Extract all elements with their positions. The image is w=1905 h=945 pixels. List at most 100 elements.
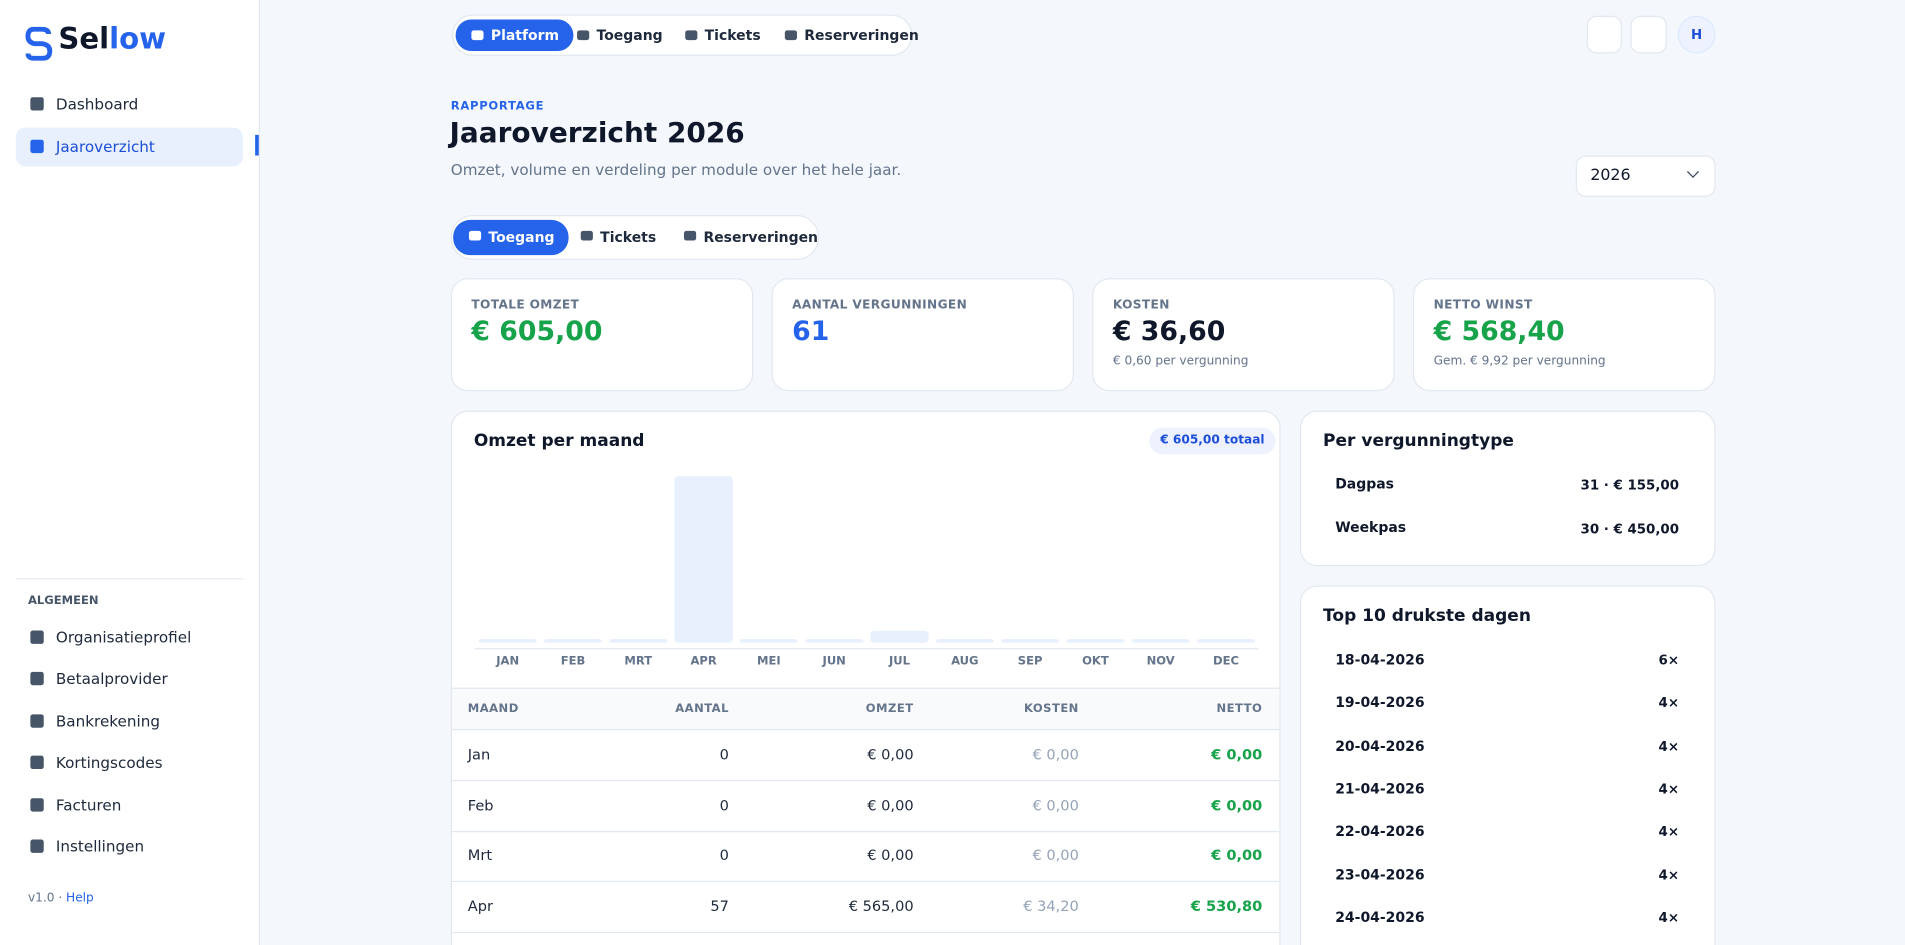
bar-chart: JAN FEB MRT APR MEI JUN JUL AUG SEP OKT NOV DEC <box>475 476 1259 668</box>
types-card: Per vergunningtype Dagpas 31 · € 155,00 We… <box>1299 410 1716 567</box>
kpi-card: TOTALE OMZET € 605,00 <box>450 278 754 392</box>
top-tab[interactable]: Toegang <box>561 19 677 51</box>
x-tick-label: JUN <box>822 654 846 668</box>
page-subtitle: Omzet, volume en verdeling per module ov… <box>450 160 902 179</box>
day-count: 6× <box>1658 652 1680 669</box>
avatar[interactable]: H <box>1677 15 1716 54</box>
x-tick-label: APR <box>690 654 716 668</box>
table-cell: € 0,00 <box>1211 796 1263 814</box>
table-header-cell: NETTO <box>1216 702 1263 716</box>
kpi-label: AANTAL VERGUNNINGEN <box>792 298 968 313</box>
total-badge: € 605,00 totaal <box>1149 427 1276 455</box>
kpi-label: NETTO WINST <box>1433 298 1533 313</box>
table-cell: € 0,00 <box>1032 745 1079 763</box>
x-tick-label: DEC <box>1213 654 1239 668</box>
kpi-card: NETTO WINST € 568,40 Gem. € 9,92 per vergu… <box>1412 278 1716 392</box>
help-link[interactable]: Help <box>66 891 94 906</box>
kpi-label: KOSTEN <box>1112 298 1170 313</box>
bar <box>543 639 603 643</box>
nav-item[interactable]: Bankrekening <box>16 702 243 741</box>
top-tab[interactable]: Platform <box>455 19 574 52</box>
top-tab[interactable]: Reserveringen <box>769 19 933 51</box>
day-count: 4× <box>1658 695 1680 712</box>
brand-accent: low <box>109 21 167 56</box>
type-detail: 31 · € 155,00 <box>1580 477 1680 494</box>
nav-item[interactable]: Facturen <box>16 786 243 825</box>
kpi-note: Gem. € 9,92 per vergunning <box>1433 354 1606 369</box>
day-count: 4× <box>1658 738 1680 754</box>
table-cell: € 530,80 <box>1190 897 1263 915</box>
kpi-value: € 568,40 <box>1433 317 1565 348</box>
nav-item[interactable]: Dashboard <box>16 85 243 124</box>
chart-card: Omzet per maand € 605,00 totaal JAN FEB MR… <box>450 410 1281 945</box>
table-cell: Mrt <box>467 847 493 865</box>
kpi-note: € 0,60 per vergunning <box>1112 354 1249 369</box>
nav-item[interactable]: Organisatieprofiel <box>16 618 243 657</box>
table-cell: 0 <box>719 796 729 814</box>
table-row <box>451 882 1280 933</box>
type-name: Dagpas <box>1335 475 1394 493</box>
bar <box>1196 639 1256 643</box>
table-header <box>451 687 1280 731</box>
bar <box>805 639 864 643</box>
brand: Sellow <box>58 22 166 56</box>
table-row <box>451 831 1280 883</box>
divider <box>15 578 243 580</box>
footer: v1.0 · Help <box>28 892 94 905</box>
nav-item[interactable]: Instellingen <box>16 827 243 866</box>
top-tab[interactable]: Tickets <box>669 19 775 51</box>
bar <box>935 639 994 643</box>
bar <box>1131 639 1190 643</box>
table-cell: € 0,00 <box>1211 745 1263 763</box>
bar <box>1066 639 1125 643</box>
day-count: 4× <box>1658 823 1680 840</box>
module-tab[interactable]: Tickets <box>565 220 671 255</box>
table-cell: 0 <box>719 745 729 763</box>
table-row <box>451 781 1280 832</box>
bar <box>1000 639 1060 643</box>
type-detail: 30 · € 450,00 <box>1580 520 1680 537</box>
nav-item[interactable]: Jaaroverzicht <box>15 126 243 166</box>
x-tick-label: JUL <box>888 654 911 668</box>
notifications-button[interactable] <box>1630 15 1667 54</box>
top-days-card: Top 10 drukste dagen 18-04-2026 6× 19-04-2… <box>1299 585 1716 945</box>
kpi-card: KOSTEN € 36,60 € 0,60 per vergunning <box>1092 278 1395 392</box>
kpi-card: AANTAL VERGUNNINGEN 61 <box>771 278 1074 392</box>
kpi-value: € 36,60 <box>1112 317 1226 348</box>
module-tab[interactable]: Toegang <box>453 219 570 256</box>
x-tick-label: OKT <box>1082 654 1109 668</box>
day-date: 19-04-2026 <box>1335 694 1425 712</box>
bar <box>478 639 537 643</box>
brand-dark: Sel <box>58 21 110 56</box>
table-cell: € 0,00 <box>867 796 914 814</box>
table-cell: € 34,20 <box>1023 897 1079 915</box>
x-tick-label: MRT <box>624 654 652 668</box>
type-name: Weekpas <box>1335 518 1407 536</box>
kpi-label: TOTALE OMZET <box>471 298 580 313</box>
chart-title: Omzet per maand <box>473 431 645 451</box>
page-title: Jaaroverzicht 2026 <box>449 117 745 150</box>
day-date: 20-04-2026 <box>1335 736 1425 754</box>
bar <box>870 630 929 643</box>
apps-button[interactable] <box>1586 15 1622 54</box>
top-days-title: Top 10 drukste dagen <box>1323 606 1531 626</box>
table-header-cell: KOSTEN <box>1023 702 1079 716</box>
logo-icon <box>25 26 53 61</box>
day-count: 4× <box>1658 866 1680 883</box>
x-tick-label: SEP <box>1018 654 1043 668</box>
table-cell: € 0,00 <box>1211 847 1263 865</box>
day-date: 23-04-2026 <box>1335 865 1425 883</box>
table-header-cell: MAAND <box>467 702 519 716</box>
table-header-cell: AANTAL <box>675 702 729 716</box>
x-tick-label: NOV <box>1147 654 1175 668</box>
module-tab[interactable]: Reserveringen <box>668 220 832 255</box>
day-date: 22-04-2026 <box>1335 822 1425 840</box>
nav-item[interactable]: Betaalprovider <box>16 660 243 699</box>
nav-item[interactable]: Kortingscodes <box>16 744 243 783</box>
day-date: 18-04-2026 <box>1335 651 1425 669</box>
types-title: Per vergunningtype <box>1323 431 1514 451</box>
x-tick-label: FEB <box>561 654 586 668</box>
year-select[interactable]: 2026 <box>1575 155 1716 197</box>
